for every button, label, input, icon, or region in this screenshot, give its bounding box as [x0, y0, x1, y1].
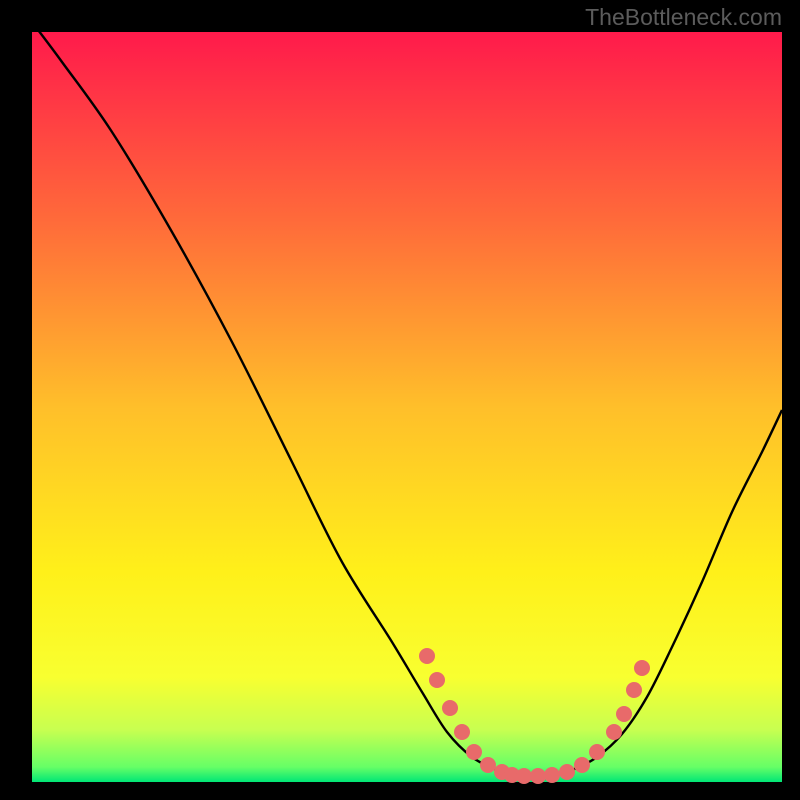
curve-marker	[466, 744, 482, 760]
curve-marker	[626, 682, 642, 698]
bottleneck-curve	[32, 22, 782, 777]
chart-svg	[32, 32, 782, 782]
curve-marker	[429, 672, 445, 688]
curve-marker	[574, 757, 590, 773]
chart-plot-area	[32, 32, 782, 782]
curve-marker	[606, 724, 622, 740]
curve-marker	[530, 768, 546, 784]
curve-marker	[516, 768, 532, 784]
curve-marker	[454, 724, 470, 740]
curve-marker	[480, 757, 496, 773]
curve-marker	[589, 744, 605, 760]
curve-marker	[442, 700, 458, 716]
curve-markers	[419, 648, 650, 784]
curve-marker	[616, 706, 632, 722]
curve-marker	[419, 648, 435, 664]
watermark-text: TheBottleneck.com	[585, 4, 782, 31]
curve-marker	[559, 764, 575, 780]
curve-marker	[634, 660, 650, 676]
curve-marker	[544, 767, 560, 783]
